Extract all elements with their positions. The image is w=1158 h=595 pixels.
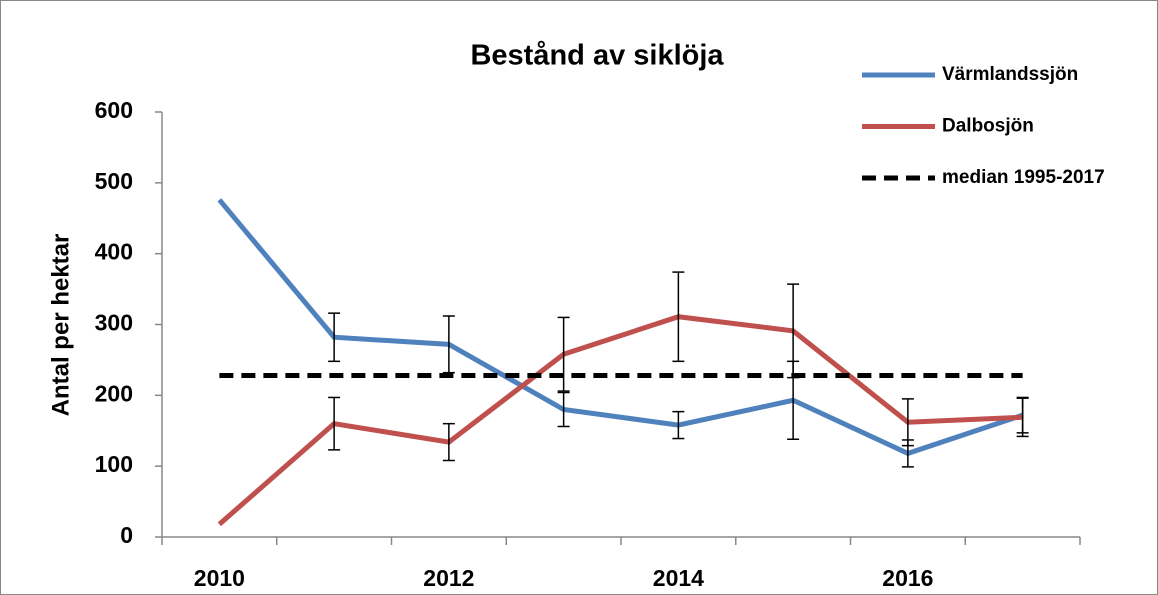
legend-label: Värmlandssjön	[942, 64, 1078, 85]
x-tick-label: 2014	[653, 565, 704, 591]
series-line	[217, 314, 1023, 527]
chart-title: Bestånd av siklöja	[470, 40, 724, 72]
x-tick-label: 2012	[423, 565, 474, 591]
y-axis-label: Antal per hektar	[47, 234, 74, 417]
y-tick-label: 100	[95, 451, 133, 477]
y-tick-label: 200	[95, 380, 133, 406]
x-tick-label: 2016	[882, 565, 933, 591]
x-tick-label: 2010	[194, 565, 245, 591]
error-bar	[328, 396, 341, 451]
legend-label: median 1995-2017	[942, 167, 1105, 188]
error-bar	[442, 422, 455, 462]
y-tick-label: 300	[95, 310, 133, 336]
error-bar	[328, 312, 341, 363]
error-bar	[557, 316, 570, 392]
y-tick-label: 600	[95, 97, 133, 123]
error-bar	[1016, 397, 1029, 438]
series-line	[217, 198, 1024, 457]
error-bar	[672, 410, 685, 440]
error-bar	[557, 391, 570, 428]
legend-label: Dalbosjön	[942, 116, 1034, 137]
y-tick-label: 500	[95, 168, 133, 194]
error-bar	[672, 271, 685, 363]
error-bar	[442, 315, 455, 374]
y-tick-label: 400	[95, 239, 133, 265]
y-tick-label: 0	[120, 522, 133, 548]
error-bar	[901, 398, 914, 447]
